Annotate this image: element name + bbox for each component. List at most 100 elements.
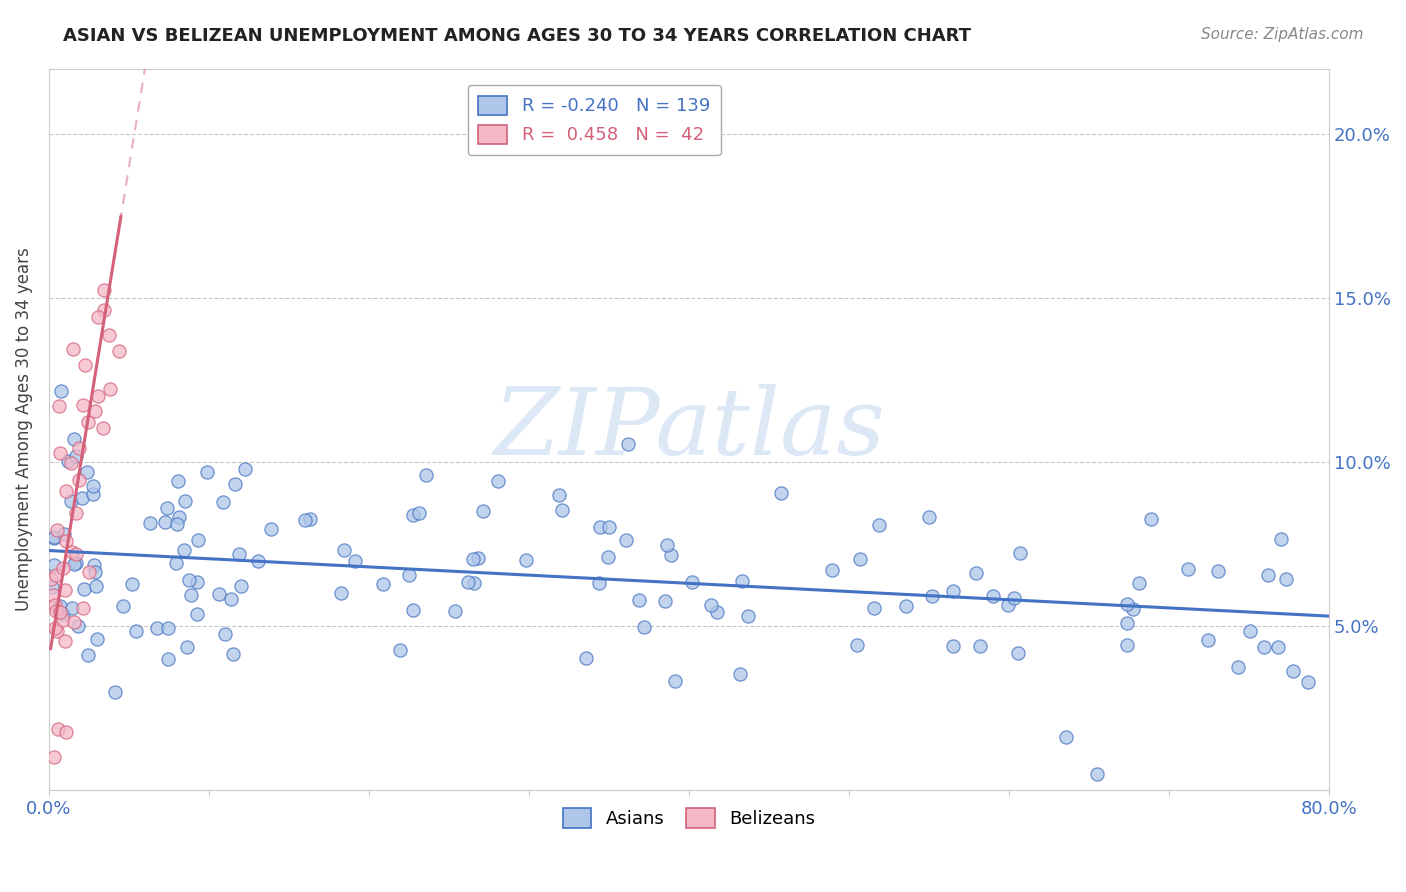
Point	[224, 477, 246, 491]
Point	[997, 598, 1019, 612]
Point	[628, 593, 651, 607]
Point	[70, 491, 93, 505]
Point	[186, 574, 208, 589]
Point	[444, 604, 467, 618]
Point	[229, 579, 252, 593]
Point	[180, 588, 202, 602]
Point	[107, 344, 129, 359]
Point	[681, 575, 703, 590]
Point	[65, 547, 87, 561]
Point	[41, 580, 63, 594]
Point	[921, 590, 943, 604]
Point	[398, 568, 420, 582]
Point	[84, 579, 107, 593]
Point	[121, 576, 143, 591]
Point	[46, 523, 69, 537]
Point	[60, 601, 83, 615]
Point	[55, 484, 77, 499]
Point	[981, 589, 1004, 603]
Point	[76, 466, 98, 480]
Point	[77, 565, 100, 579]
Point	[98, 382, 121, 396]
Point	[664, 673, 686, 688]
Point	[388, 642, 411, 657]
Point	[44, 598, 66, 612]
Point	[48, 400, 70, 414]
Point	[60, 545, 83, 559]
Point	[457, 575, 479, 590]
Point	[52, 607, 75, 621]
Point	[93, 421, 115, 435]
Point	[174, 494, 197, 508]
Point	[39, 572, 62, 586]
Point	[299, 512, 322, 526]
Point	[821, 563, 844, 577]
Point	[659, 548, 682, 562]
Y-axis label: Unemployment Among Ages 30 to 34 years: Unemployment Among Ages 30 to 34 years	[15, 247, 32, 611]
Point	[49, 599, 72, 614]
Point	[1267, 640, 1289, 654]
Point	[1227, 660, 1250, 674]
Point	[1257, 568, 1279, 582]
Point	[846, 638, 869, 652]
Point	[1139, 512, 1161, 526]
Point	[73, 358, 96, 372]
Point	[45, 568, 67, 582]
Point	[246, 554, 269, 568]
Point	[52, 526, 75, 541]
Point	[1115, 597, 1137, 611]
Point	[73, 582, 96, 596]
Text: ASIAN VS BELIZEAN UNEMPLOYMENT AMONG AGES 30 TO 34 YEARS CORRELATION CHART: ASIAN VS BELIZEAN UNEMPLOYMENT AMONG AGE…	[63, 27, 972, 45]
Point	[82, 479, 104, 493]
Point	[770, 486, 793, 500]
Point	[575, 651, 598, 665]
Point	[401, 508, 423, 522]
Point	[1197, 632, 1219, 647]
Point	[1116, 638, 1139, 652]
Point	[1085, 766, 1108, 780]
Legend: Asians, Belizeans: Asians, Belizeans	[555, 801, 823, 835]
Point	[146, 621, 169, 635]
Point	[617, 436, 640, 450]
Point	[654, 594, 676, 608]
Point	[548, 488, 571, 502]
Point	[1177, 561, 1199, 575]
Point	[463, 576, 485, 591]
Point	[65, 449, 87, 463]
Point	[48, 605, 70, 619]
Point	[177, 573, 200, 587]
Point	[706, 605, 728, 619]
Point	[186, 607, 208, 622]
Point	[53, 582, 76, 597]
Point	[1274, 572, 1296, 586]
Point	[1281, 664, 1303, 678]
Point	[45, 624, 67, 638]
Point	[942, 584, 965, 599]
Point	[49, 446, 72, 460]
Point	[62, 615, 84, 629]
Point	[1296, 675, 1319, 690]
Point	[918, 510, 941, 524]
Point	[166, 517, 188, 532]
Point	[93, 283, 115, 297]
Point	[42, 531, 65, 545]
Point	[655, 537, 678, 551]
Point	[65, 556, 87, 570]
Point	[83, 565, 105, 579]
Point	[1253, 640, 1275, 654]
Point	[153, 516, 176, 530]
Point	[515, 553, 537, 567]
Point	[222, 648, 245, 662]
Point	[868, 517, 890, 532]
Point	[52, 614, 75, 628]
Point	[76, 648, 98, 662]
Point	[1007, 646, 1029, 660]
Point	[98, 328, 121, 343]
Point	[156, 501, 179, 516]
Point	[208, 587, 231, 601]
Point	[55, 724, 77, 739]
Point	[849, 552, 872, 566]
Text: Source: ZipAtlas.com: Source: ZipAtlas.com	[1201, 27, 1364, 42]
Point	[83, 403, 105, 417]
Point	[72, 398, 94, 412]
